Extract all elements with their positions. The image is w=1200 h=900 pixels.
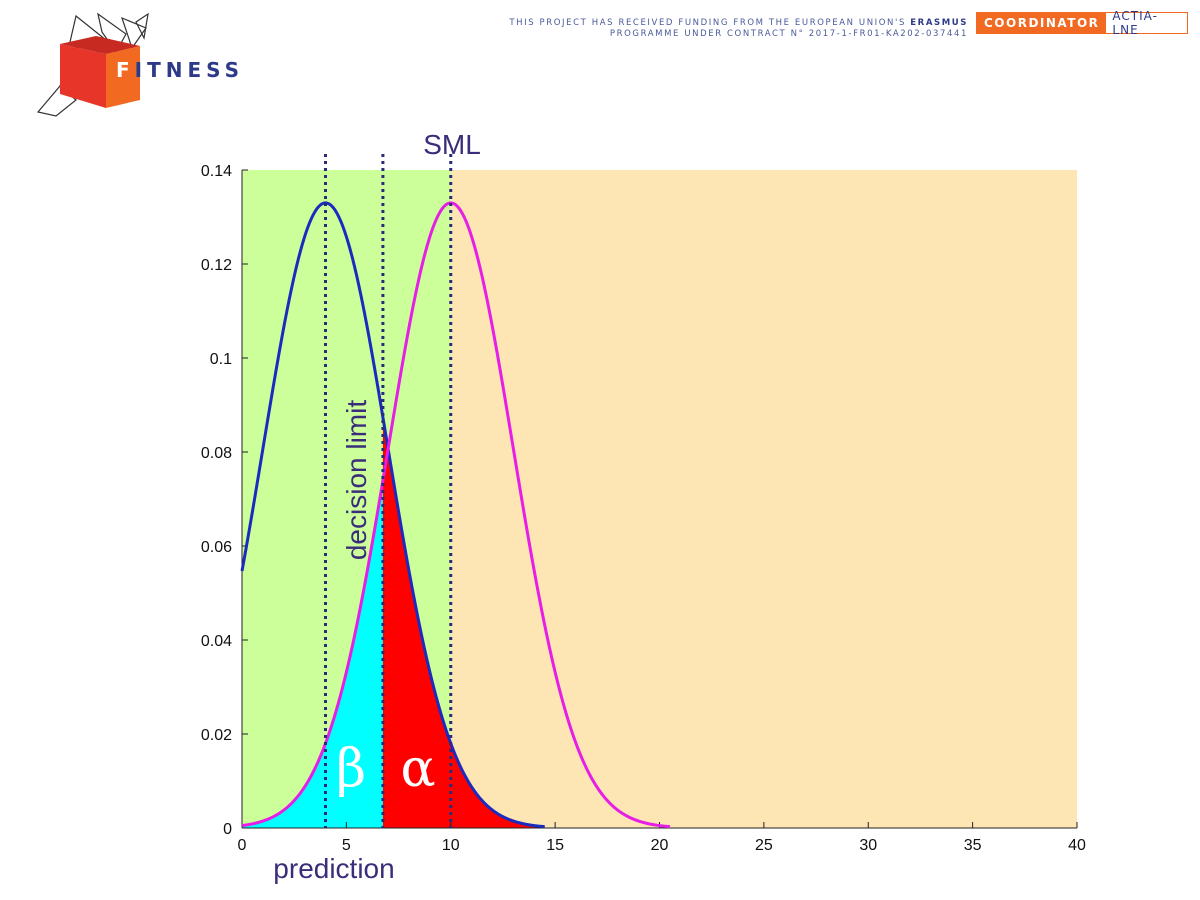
y-tick-label: 0.02 <box>201 727 232 744</box>
x-tick-label: 15 <box>546 837 564 854</box>
funding-notice: THIS PROJECT HAS RECEIVED FUNDING FROM T… <box>509 18 968 40</box>
brand-initial: F <box>116 58 135 82</box>
y-tick-label: 0.06 <box>201 539 232 556</box>
x-tick-label: 25 <box>755 837 773 854</box>
y-tick-label: 0 <box>223 821 232 838</box>
x-tick-label: 10 <box>442 837 460 854</box>
sml-label: SML <box>423 129 481 160</box>
x-tick-label: 20 <box>651 837 669 854</box>
funding-program: ERASMUS <box>910 18 968 28</box>
funding-line2: PROGRAMME UNDER CONTRACT N° 2017-1-FR01-… <box>609 29 968 39</box>
coordinator-label: COORDINATOR <box>977 13 1107 33</box>
coordinator-badge: COORDINATOR ACTIA-LNE <box>976 9 1188 37</box>
y-tick-label: 0.12 <box>201 257 232 274</box>
brand-name: FITNESS <box>116 58 244 82</box>
y-tick-label: 0.08 <box>201 445 232 462</box>
y-tick-label: 0.1 <box>210 351 232 368</box>
alpha-label: α <box>400 739 435 799</box>
series-line-2 <box>241 201 671 829</box>
prediction-label: prediction <box>273 853 394 884</box>
x-tick-label: 35 <box>964 837 982 854</box>
y-tick-label: 0.04 <box>201 633 232 650</box>
funding-line1: THIS PROJECT HAS RECEIVED FUNDING FROM T… <box>509 18 906 28</box>
shaded-area-beta <box>242 480 383 828</box>
book-icon <box>60 36 140 108</box>
x-tick-label: 30 <box>859 837 877 854</box>
decision-limit-label: decision limit <box>341 400 372 560</box>
fitness-logo <box>36 12 149 117</box>
brand-rest: ITNESS <box>134 58 245 82</box>
x-tick-label: 5 <box>342 837 351 854</box>
shaded-area-alpha <box>382 417 545 828</box>
series-line-1 <box>240 201 545 829</box>
x-tick-label: 0 <box>238 837 247 854</box>
beta-label: β <box>336 739 366 799</box>
y-tick-label: 0.14 <box>201 163 232 180</box>
background-region-2 <box>450 170 1077 828</box>
x-tick-label: 40 <box>1068 837 1086 854</box>
